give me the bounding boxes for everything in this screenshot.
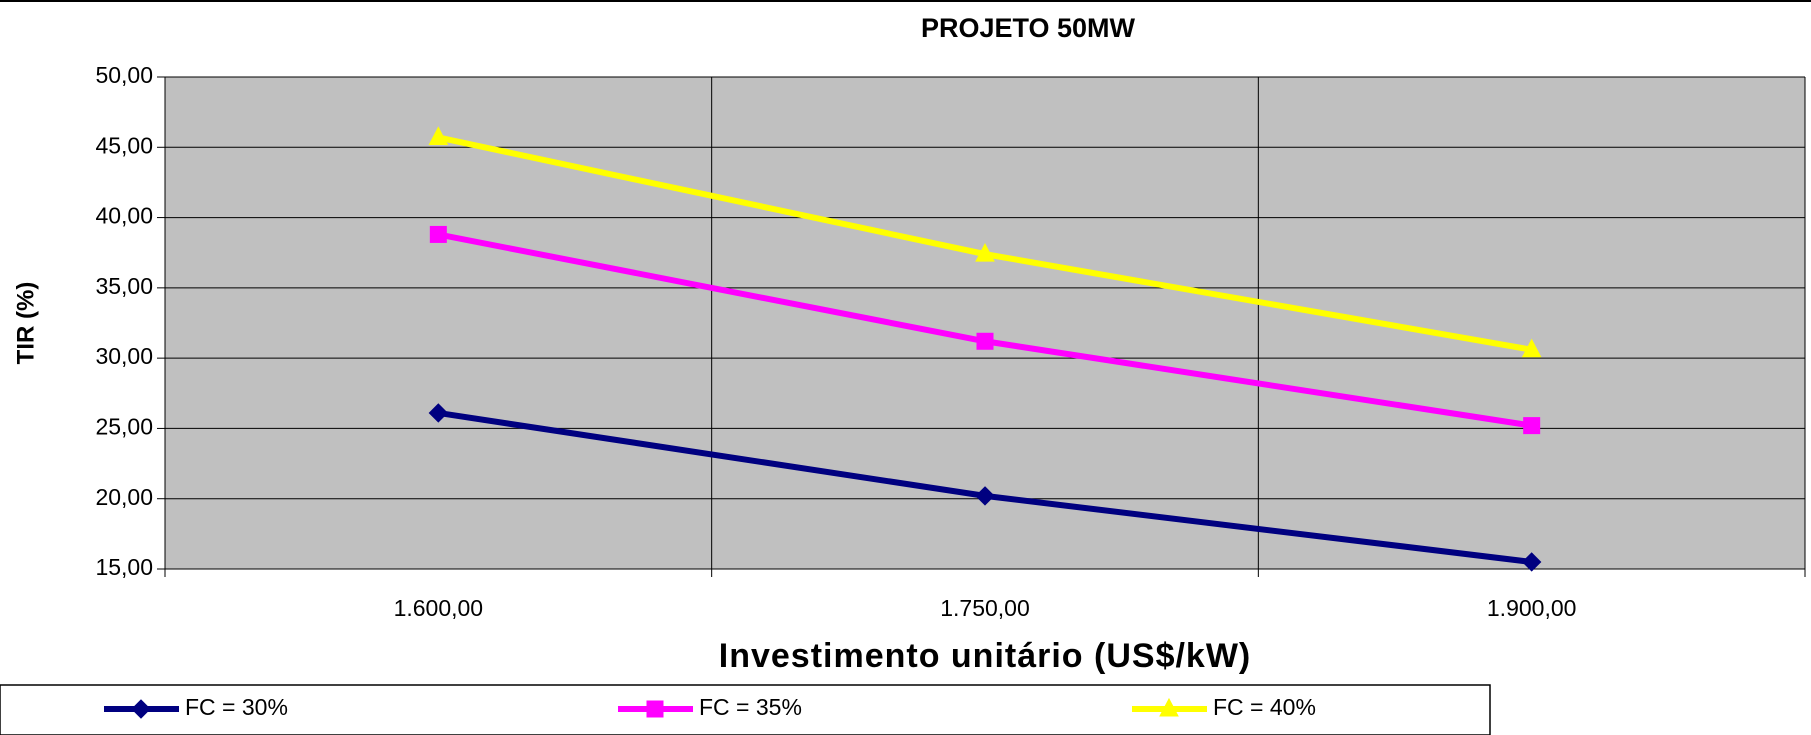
y-tick-label: 45,00 — [95, 132, 153, 158]
y-tick-label: 25,00 — [95, 414, 153, 440]
legend-box — [0, 684, 1491, 735]
marker — [429, 225, 447, 243]
y-tick-label: 50,00 — [95, 62, 153, 88]
marker — [1159, 697, 1179, 717]
x-tick-label: 1.900,00 — [1487, 595, 1577, 621]
y-tick-label: 15,00 — [95, 554, 153, 580]
marker — [131, 699, 151, 719]
legend-label: FC = 40% — [1213, 694, 1316, 720]
marker — [428, 126, 449, 145]
y-tick-label: 30,00 — [95, 343, 153, 369]
y-tick-label: 40,00 — [95, 203, 153, 229]
marker — [976, 332, 994, 350]
marker — [975, 243, 995, 262]
legend-label: FC = 30% — [185, 694, 288, 720]
chart-title: PROJETO 50MW — [921, 13, 1136, 43]
x-tick-label: 1.750,00 — [940, 595, 1030, 621]
marker — [1523, 417, 1541, 435]
marker — [1521, 552, 1542, 572]
legend-label: FC = 35% — [699, 694, 802, 720]
marker — [1521, 338, 1542, 358]
marker — [428, 403, 449, 423]
y-axis-title: TIR (%) — [12, 282, 39, 365]
x-tick-label: 1.600,00 — [394, 595, 484, 621]
marker — [975, 486, 995, 506]
marker — [646, 700, 664, 718]
y-tick-label: 35,00 — [95, 273, 153, 299]
y-tick-label: 20,00 — [95, 484, 153, 510]
x-axis-title: Investimento unitário (US$/kW) — [719, 637, 1252, 675]
